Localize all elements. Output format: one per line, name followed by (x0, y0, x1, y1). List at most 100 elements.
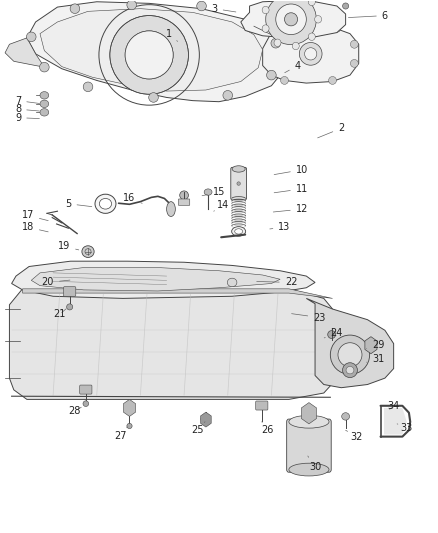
Polygon shape (10, 289, 332, 399)
Polygon shape (306, 298, 394, 387)
Text: 25: 25 (191, 422, 205, 435)
Ellipse shape (39, 62, 49, 72)
Text: 4: 4 (285, 61, 300, 72)
Text: 16: 16 (124, 193, 142, 204)
Ellipse shape (299, 43, 322, 65)
Ellipse shape (338, 343, 362, 367)
Ellipse shape (266, 0, 316, 45)
Ellipse shape (204, 189, 212, 195)
Ellipse shape (125, 31, 173, 79)
Ellipse shape (328, 77, 336, 84)
Ellipse shape (343, 3, 349, 9)
Text: 5: 5 (65, 199, 92, 209)
Ellipse shape (149, 93, 158, 102)
Ellipse shape (328, 330, 336, 338)
Text: 12: 12 (273, 204, 308, 214)
Ellipse shape (262, 6, 269, 14)
FancyBboxPatch shape (178, 199, 190, 205)
Ellipse shape (249, 18, 259, 28)
Polygon shape (5, 38, 44, 67)
Text: 31: 31 (367, 354, 385, 364)
Ellipse shape (235, 229, 243, 234)
Text: 10: 10 (274, 165, 308, 175)
Ellipse shape (292, 42, 299, 50)
Ellipse shape (166, 201, 175, 216)
Text: 3: 3 (212, 4, 236, 14)
Ellipse shape (67, 304, 73, 310)
Text: 24: 24 (324, 328, 343, 338)
Ellipse shape (308, 0, 315, 6)
FancyBboxPatch shape (287, 419, 331, 472)
Polygon shape (12, 261, 315, 298)
Ellipse shape (262, 25, 269, 33)
Text: 34: 34 (388, 401, 400, 411)
Text: 1: 1 (166, 29, 178, 42)
Ellipse shape (40, 92, 49, 99)
Ellipse shape (99, 198, 112, 209)
Ellipse shape (223, 91, 233, 100)
Text: 28: 28 (69, 406, 81, 416)
Ellipse shape (314, 15, 321, 23)
Ellipse shape (197, 1, 206, 11)
Ellipse shape (304, 48, 317, 60)
Polygon shape (40, 9, 263, 91)
Ellipse shape (26, 32, 36, 42)
Polygon shape (22, 289, 332, 298)
Ellipse shape (346, 367, 354, 374)
FancyBboxPatch shape (256, 401, 268, 410)
FancyBboxPatch shape (231, 167, 247, 200)
Text: 21: 21 (53, 309, 66, 319)
Ellipse shape (95, 194, 116, 213)
Ellipse shape (237, 182, 240, 185)
Ellipse shape (333, 25, 341, 33)
Text: 6: 6 (348, 11, 388, 21)
Text: 20: 20 (42, 278, 70, 287)
Ellipse shape (271, 38, 281, 48)
Polygon shape (263, 27, 359, 83)
Ellipse shape (343, 363, 357, 377)
FancyBboxPatch shape (64, 287, 76, 296)
Text: 26: 26 (261, 422, 273, 435)
Text: 30: 30 (308, 456, 321, 472)
Ellipse shape (289, 415, 329, 428)
Polygon shape (241, 1, 346, 38)
Polygon shape (384, 408, 407, 434)
Text: 33: 33 (397, 423, 413, 433)
Ellipse shape (227, 278, 237, 287)
Ellipse shape (83, 82, 93, 92)
Ellipse shape (350, 60, 358, 67)
Text: 13: 13 (270, 222, 291, 232)
Ellipse shape (285, 28, 293, 36)
Text: 27: 27 (114, 427, 127, 441)
Ellipse shape (127, 0, 137, 10)
Ellipse shape (83, 401, 88, 407)
Text: 23: 23 (292, 312, 325, 322)
Ellipse shape (342, 413, 350, 420)
Ellipse shape (40, 109, 49, 116)
Ellipse shape (330, 335, 370, 374)
Ellipse shape (82, 246, 94, 257)
Ellipse shape (127, 423, 132, 429)
Ellipse shape (274, 39, 281, 46)
Ellipse shape (276, 4, 306, 35)
Text: 29: 29 (367, 340, 385, 350)
Text: 32: 32 (346, 430, 363, 442)
Text: 2: 2 (318, 123, 344, 138)
Ellipse shape (110, 15, 188, 94)
Ellipse shape (201, 414, 211, 424)
Text: 17: 17 (21, 211, 48, 221)
Ellipse shape (70, 4, 80, 13)
Ellipse shape (40, 100, 49, 108)
Text: 14: 14 (214, 200, 230, 211)
Ellipse shape (232, 227, 246, 236)
Polygon shape (31, 268, 280, 291)
Text: 8: 8 (15, 104, 39, 114)
Text: 15: 15 (202, 187, 225, 197)
FancyBboxPatch shape (80, 385, 92, 394)
Ellipse shape (281, 77, 288, 84)
Ellipse shape (350, 41, 358, 48)
Text: 18: 18 (21, 222, 48, 232)
Text: 7: 7 (15, 95, 39, 106)
Ellipse shape (180, 191, 188, 200)
Ellipse shape (267, 70, 276, 80)
